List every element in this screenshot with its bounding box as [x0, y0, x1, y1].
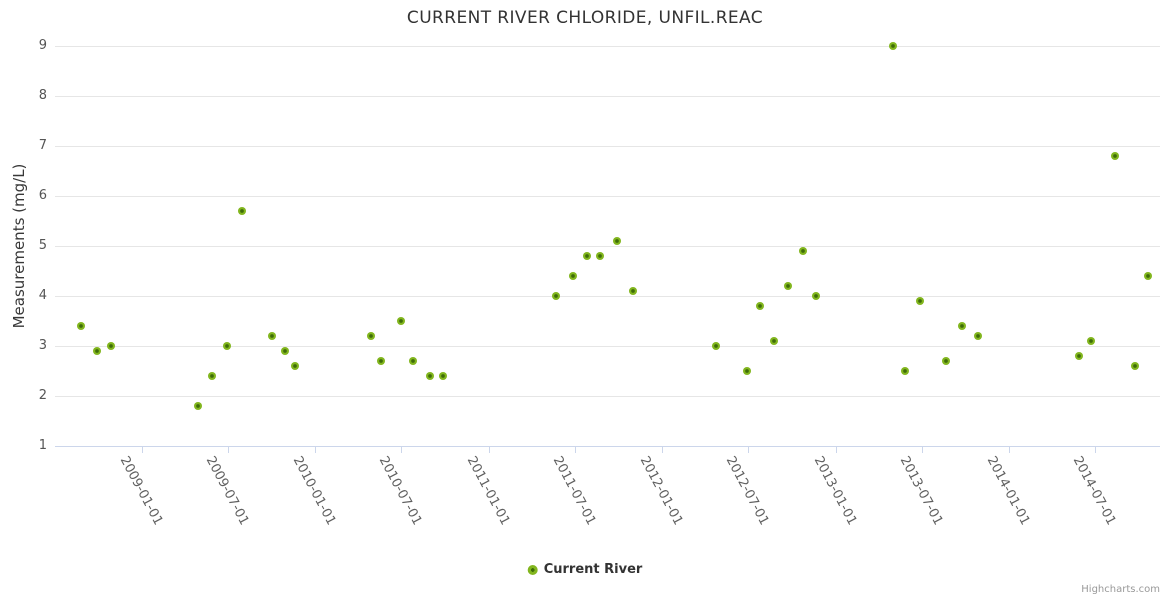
x-axis-tick — [1094, 446, 1096, 453]
data-point[interactable] — [280, 347, 289, 355]
y-axis-tick-label: 1 — [38, 438, 47, 453]
y-axis-tick-label: 5 — [38, 238, 47, 253]
x-axis-tick-label: 2012-01-01 — [636, 454, 686, 528]
data-point[interactable] — [711, 342, 720, 350]
data-point[interactable] — [941, 357, 950, 365]
data-point[interactable] — [595, 252, 604, 260]
data-point[interactable] — [366, 332, 375, 340]
x-axis-tick — [227, 446, 229, 453]
data-point[interactable] — [376, 357, 385, 365]
y-gridline — [55, 296, 1160, 297]
x-axis-tick — [1008, 446, 1010, 453]
data-point[interactable] — [1131, 362, 1140, 370]
x-axis-tick — [574, 446, 576, 453]
y-gridline — [55, 396, 1160, 397]
y-gridline — [55, 46, 1160, 47]
y-gridline — [55, 96, 1160, 97]
data-point[interactable] — [612, 237, 621, 245]
y-axis-tick-label: 9 — [38, 38, 47, 53]
y-axis-tick-label: 4 — [38, 288, 47, 303]
y-axis-tick-label: 8 — [38, 88, 47, 103]
y-gridline — [55, 346, 1160, 347]
x-axis-tick — [921, 446, 923, 453]
data-point[interactable] — [223, 342, 232, 350]
data-point[interactable] — [267, 332, 276, 340]
x-axis-tick-label: 2014-01-01 — [983, 454, 1033, 528]
highcharts-credits-link[interactable]: Highcharts.com — [1081, 584, 1160, 595]
data-point[interactable] — [1086, 337, 1095, 345]
legend-label: Current River — [543, 562, 643, 577]
x-axis-tick-label: 2009-07-01 — [202, 454, 252, 528]
x-axis-tick-label: 2014-07-01 — [1069, 454, 1119, 528]
data-point[interactable] — [1074, 352, 1083, 360]
data-point[interactable] — [238, 207, 247, 215]
y-axis-tick-label: 3 — [38, 338, 47, 353]
data-point[interactable] — [425, 372, 434, 380]
x-axis-tick — [142, 446, 143, 453]
y-gridline — [55, 196, 1160, 197]
legend-item-current-river[interactable]: Current River — [527, 562, 643, 577]
data-point[interactable] — [439, 372, 448, 380]
data-point[interactable] — [783, 282, 792, 290]
data-point[interactable] — [107, 342, 116, 350]
y-axis-tick-label: 7 — [38, 138, 47, 153]
data-point[interactable] — [1111, 152, 1120, 160]
x-axis-tick-label: 2010-07-01 — [375, 454, 425, 528]
data-point[interactable] — [811, 292, 820, 300]
y-gridline — [55, 146, 1160, 147]
data-point[interactable] — [290, 362, 299, 370]
data-point[interactable] — [568, 272, 577, 280]
x-axis-tick-label: 2009-01-01 — [116, 454, 166, 528]
data-point[interactable] — [901, 367, 910, 375]
data-point[interactable] — [888, 42, 897, 50]
x-axis-tick — [748, 446, 750, 453]
x-axis-tick — [315, 446, 317, 453]
data-point[interactable] — [958, 322, 967, 330]
data-point[interactable] — [769, 337, 778, 345]
data-point[interactable] — [755, 302, 764, 310]
x-axis-tick-label: 2011-07-01 — [549, 454, 598, 528]
data-point[interactable] — [798, 247, 807, 255]
x-axis-tick-label: 2013-01-01 — [810, 454, 860, 528]
data-point[interactable] — [1143, 272, 1152, 280]
data-point[interactable] — [552, 292, 561, 300]
data-point[interactable] — [742, 367, 751, 375]
chart-title: CURRENT RIVER CHLORIDE, UNFIL.REAC — [406, 8, 764, 28]
x-axis-tick — [401, 446, 403, 453]
x-axis-tick-label: 2013-07-01 — [896, 454, 946, 528]
y-axis-tick-label: 2 — [38, 388, 47, 403]
data-point[interactable] — [915, 297, 924, 305]
legend-marker-icon — [527, 564, 538, 575]
data-point[interactable] — [207, 372, 216, 380]
data-point[interactable] — [973, 332, 982, 340]
data-point[interactable] — [396, 317, 405, 325]
data-point[interactable] — [628, 287, 637, 295]
x-axis-tick — [835, 446, 837, 453]
x-axis-tick-label: 2011-01-01 — [463, 454, 513, 528]
x-axis-tick — [488, 446, 490, 453]
data-point[interactable] — [93, 347, 102, 355]
data-point[interactable] — [194, 402, 203, 410]
x-axis-tick — [661, 446, 663, 453]
x-axis-tick-label: 2010-01-01 — [290, 454, 339, 528]
data-point[interactable] — [582, 252, 591, 260]
data-point[interactable] — [77, 322, 86, 330]
data-point[interactable] — [408, 357, 417, 365]
y-gridline — [55, 246, 1160, 247]
x-axis-line — [55, 446, 1160, 447]
y-axis-tick-label: 6 — [38, 188, 47, 203]
x-axis-tick-label: 2012-07-01 — [723, 454, 772, 528]
